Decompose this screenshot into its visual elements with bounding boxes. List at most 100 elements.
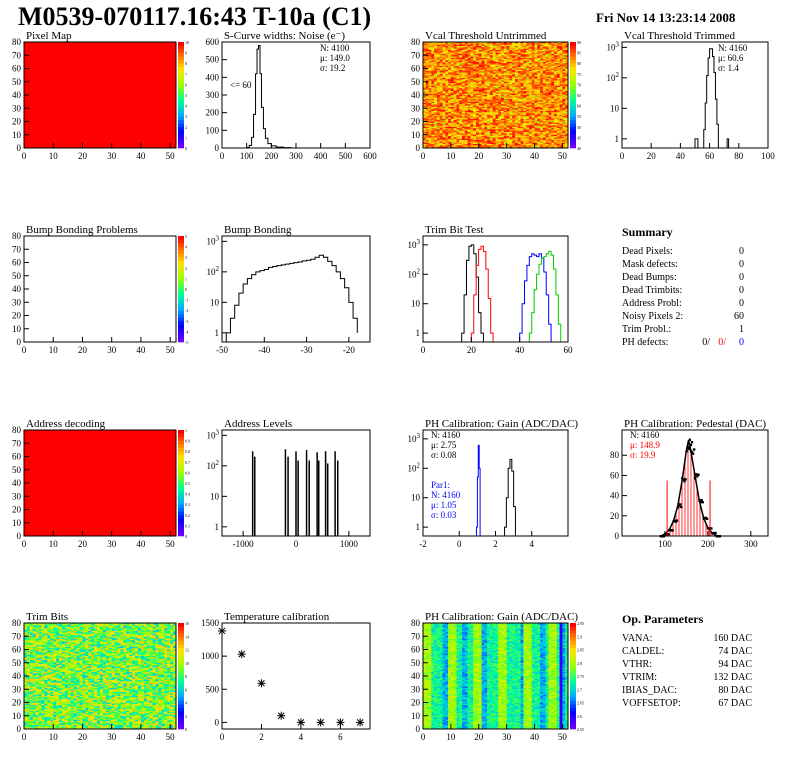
heatmap-cell	[501, 47, 505, 49]
heatmap-cell	[467, 116, 471, 118]
heatmap-cell	[565, 95, 569, 97]
heatmap-cell	[453, 144, 457, 146]
heatmap-cell	[562, 68, 566, 71]
heatmap-cell	[473, 56, 477, 59]
heatmap-cell	[520, 126, 524, 129]
heatmap-cell	[531, 85, 535, 88]
heatmap-cell	[534, 125, 538, 128]
heatmap-cell	[464, 132, 468, 134]
heatmap-cell	[542, 136, 546, 138]
colorbar-segment	[178, 334, 184, 339]
heatmap-cell	[423, 104, 427, 106]
heatmap-cell	[492, 138, 496, 141]
heatmap-cell	[531, 67, 535, 69]
heatmap-cell	[520, 77, 524, 80]
colorbar-segment	[178, 303, 184, 307]
heatmap-cell	[456, 55, 460, 57]
chart-title: S-Curve widths: Noise (e⁻)	[224, 30, 345, 42]
heatmap-cell	[445, 136, 449, 138]
colorbar-segment	[178, 433, 184, 438]
heatmap-cell	[425, 141, 429, 144]
heatmap-cell	[542, 77, 546, 80]
heatmap-cell	[520, 145, 524, 147]
heatmap-cell	[542, 45, 546, 48]
heatmap-cell	[512, 112, 516, 114]
heatmap-cell	[467, 144, 471, 146]
heatmap-cell	[520, 61, 524, 64]
heatmap-cell	[562, 91, 566, 93]
heatmap-cell	[453, 48, 457, 51]
heatmap-cell	[548, 69, 552, 72]
heatmap-cell	[556, 92, 560, 94]
heatmap-cell	[434, 72, 438, 75]
heatmap-cell	[428, 71, 432, 73]
heatmap-cell	[517, 100, 521, 102]
heatmap-cell	[484, 126, 488, 129]
heatmap-cell	[453, 89, 457, 92]
heatmap-cell	[445, 146, 449, 149]
heatmap-cell	[445, 83, 449, 85]
heatmap-cell	[554, 53, 558, 56]
heatmap-cell	[542, 130, 546, 133]
heatmap-cell	[453, 57, 457, 60]
heatmap-cell	[439, 110, 443, 113]
heatmap-cell	[487, 88, 491, 91]
heatmap-cell	[448, 133, 452, 136]
heatmap-cell	[542, 80, 546, 83]
heatmap-cell	[450, 125, 454, 128]
heatmap-cell	[520, 141, 524, 144]
heatmap-cell	[559, 71, 563, 73]
heatmap-cell	[439, 142, 443, 145]
heatmap-cell	[542, 110, 546, 113]
heatmap-cell	[520, 64, 524, 67]
heatmap-cell	[470, 55, 474, 57]
heatmap-cell	[551, 59, 555, 61]
heatmap-cell	[556, 57, 560, 60]
heatmap-cell	[492, 136, 496, 138]
heatmap-cell	[423, 144, 427, 146]
heatmap-cell	[548, 75, 552, 77]
heatmap-cell	[442, 100, 446, 102]
heatmap-cell	[512, 42, 516, 44]
heatmap-cell	[439, 129, 443, 132]
heatmap-cell	[445, 97, 449, 100]
heatmap-cell	[442, 101, 446, 104]
heatmap-cell	[526, 93, 530, 96]
heatmap-cell	[503, 88, 507, 91]
heatmap-cell	[439, 81, 443, 84]
heatmap-cell	[498, 102, 502, 105]
heatmap-cell	[551, 73, 555, 76]
heatmap-cell	[512, 132, 516, 134]
heatmap-cell	[528, 118, 533, 121]
heatmap-cell	[506, 63, 510, 65]
colorbar-tick-label: 0.7	[185, 460, 190, 465]
heatmap-cell	[473, 125, 477, 128]
heatmap-cell	[475, 93, 480, 96]
heatmap-cell	[487, 112, 491, 114]
heatmap-cell	[442, 43, 446, 45]
heatmap-cell	[448, 59, 452, 61]
heatmap-cell	[501, 117, 505, 120]
heatmap-cell	[473, 59, 477, 61]
heatmap-cell	[487, 64, 491, 67]
heatmap-cell	[528, 44, 533, 47]
heatmap-cell	[470, 49, 474, 52]
chart-title: Trim Bits	[26, 611, 68, 623]
heatmap-cell	[462, 144, 466, 146]
heatmap-cell	[475, 61, 480, 64]
heatmap-cell	[542, 42, 546, 44]
heatmap-cell	[565, 56, 569, 59]
heatmap-cell	[450, 121, 454, 124]
heatmap-cell	[542, 95, 546, 97]
heatmap-cell	[554, 114, 558, 117]
heatmap-cell	[450, 144, 454, 146]
heatmap-cell	[425, 57, 429, 60]
heatmap-cell	[436, 81, 441, 84]
heatmap-cell	[492, 84, 496, 87]
heatmap-cell	[503, 108, 507, 110]
heatmap-cell	[526, 95, 530, 97]
heatmap-cell	[481, 126, 485, 129]
colorbar-segment	[570, 77, 576, 82]
heatmap-cell	[531, 80, 535, 83]
